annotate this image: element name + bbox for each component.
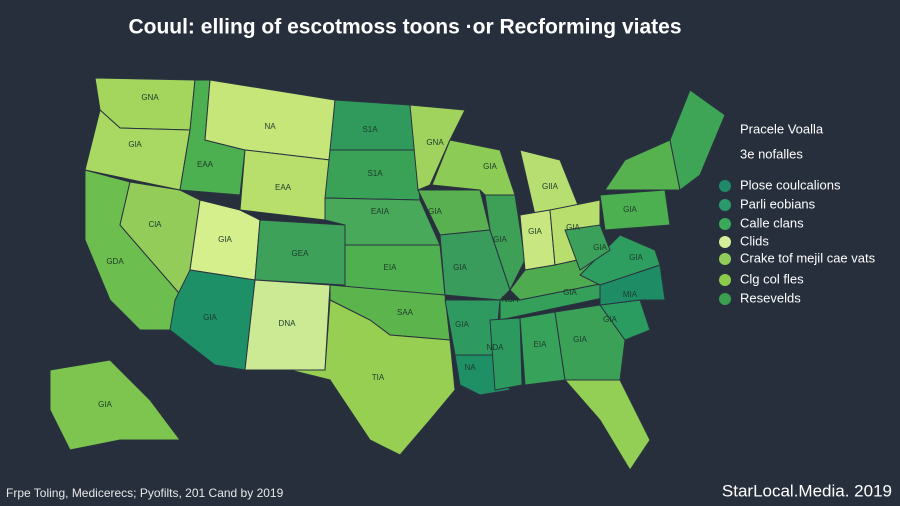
state-label: GEA bbox=[292, 249, 310, 258]
state-label: GIIA bbox=[542, 182, 559, 191]
legend-swatch bbox=[719, 253, 731, 265]
state-label: TIA bbox=[372, 373, 385, 382]
state-label: GIA bbox=[428, 207, 442, 216]
state-label: GIA bbox=[563, 288, 577, 297]
legend-label: Plose coulcalions bbox=[740, 177, 841, 192]
brand: StarLocal.Media. 2019 bbox=[722, 481, 892, 500]
state-label: GIA bbox=[603, 315, 617, 324]
legend-label: Clids bbox=[740, 233, 769, 248]
state-shape bbox=[599, 189, 671, 231]
state-label: GNA bbox=[141, 93, 159, 102]
legend-swatch bbox=[719, 293, 731, 305]
state-label: GIA bbox=[623, 205, 637, 214]
state-label: ClA bbox=[149, 220, 163, 229]
state-label: S1A bbox=[362, 125, 378, 134]
states bbox=[49, 77, 726, 471]
state-label: NA bbox=[264, 122, 276, 131]
state-shape bbox=[489, 317, 523, 391]
legend-label: Clg col fles bbox=[740, 271, 804, 286]
state-label: GIA bbox=[528, 227, 542, 236]
legend-label: Parli eobians bbox=[740, 196, 816, 211]
legend-title: Pracele Voalla bbox=[740, 121, 824, 136]
state-label: GIA bbox=[203, 313, 217, 322]
legend-subtitle: 3e nofalles bbox=[740, 146, 803, 161]
state-shape bbox=[604, 139, 681, 191]
legend-swatch bbox=[719, 180, 731, 192]
legend-label: Calle clans bbox=[740, 215, 804, 230]
state-label: NSA bbox=[502, 295, 519, 304]
state-label: GDA bbox=[106, 257, 124, 266]
state-label: GIA bbox=[629, 253, 643, 262]
source-note: Frpe Toling, Medicerecs; Pyofilts, 201 C… bbox=[6, 486, 284, 500]
state-label: NDA bbox=[487, 343, 505, 352]
state-shape bbox=[563, 379, 651, 471]
state-label: GIA bbox=[218, 235, 232, 244]
state-label: GlA bbox=[128, 140, 142, 149]
state-label: EIA bbox=[384, 263, 398, 272]
legend: Plose coulcalions Parli eobians Calle clan… bbox=[719, 177, 876, 305]
state-label: GIA bbox=[566, 223, 580, 232]
state-label: S1A bbox=[367, 169, 383, 178]
state-shape bbox=[49, 359, 181, 451]
state-label: MIA bbox=[623, 290, 638, 299]
state-label: GIA bbox=[573, 335, 587, 344]
state-shape bbox=[669, 89, 726, 191]
state-label: EAA bbox=[275, 183, 292, 192]
state-labels: GNA GlA EAA NA S1A GNA GIA GIIA GIA S1A EAA ClA GIA G… bbox=[98, 93, 643, 409]
state-label: EAIA bbox=[371, 207, 390, 216]
state-label: GIA bbox=[453, 263, 467, 272]
state-shape bbox=[409, 104, 466, 191]
state-shape bbox=[484, 194, 526, 292]
legend-swatch bbox=[719, 218, 731, 230]
state-label: SAA bbox=[397, 308, 414, 317]
state-shape bbox=[579, 234, 661, 286]
state-label: GIA bbox=[98, 400, 112, 409]
state-label: GIA bbox=[593, 243, 607, 252]
legend-label: Resevelds bbox=[740, 290, 801, 305]
legend-swatch bbox=[719, 274, 731, 286]
state-label: DNA bbox=[279, 319, 297, 328]
legend-swatch bbox=[719, 236, 731, 248]
state-label: GIA bbox=[455, 320, 469, 329]
state-label: NA bbox=[464, 363, 476, 372]
state-shape bbox=[519, 209, 556, 271]
state-shape bbox=[439, 229, 511, 301]
state-label: GIA bbox=[483, 162, 497, 171]
legend-swatch bbox=[719, 199, 731, 211]
map-title: Couul: elling of escotmoss toons ·or Rec… bbox=[128, 16, 681, 39]
state-label: EAA bbox=[197, 160, 214, 169]
state-shape bbox=[554, 304, 626, 381]
state-label: GNA bbox=[426, 138, 444, 147]
state-label: GIA bbox=[493, 235, 507, 244]
state-label: EIA bbox=[534, 340, 548, 349]
state-shape bbox=[289, 299, 456, 456]
legend-label: Crake tof mejil cae vats bbox=[740, 250, 876, 265]
state-shape bbox=[564, 224, 611, 271]
